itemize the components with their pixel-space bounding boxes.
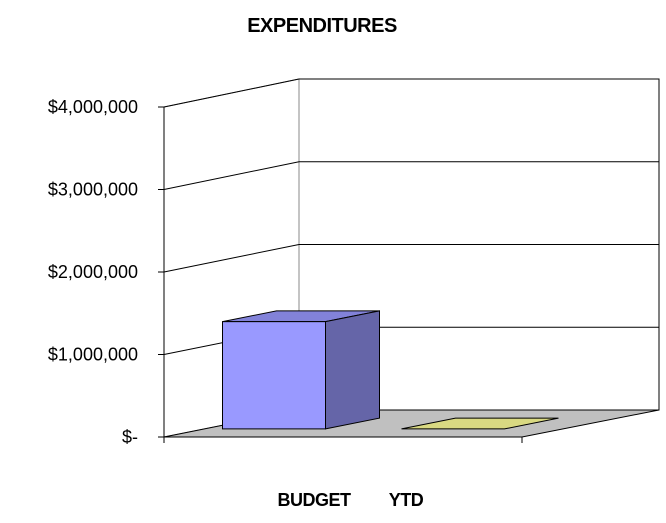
bar-flat-face (401, 417, 559, 430)
y-tick-label: $2,000,000 (48, 262, 138, 282)
y-axis: $- $1,000,000 $2,000,000 $3,000,000 $4,000,0… (48, 97, 523, 447)
y-tick-label: $3,000,000 (48, 180, 138, 200)
bar-side-face (325, 310, 380, 430)
x-axis-labels: BUDGET YTD (278, 490, 425, 510)
bar-budget (222, 310, 380, 430)
bar-front-face (222, 321, 326, 430)
x-category-label: BUDGET (278, 490, 352, 510)
y-tick-label: $1,000,000 (48, 345, 138, 365)
bar-ytd (401, 417, 559, 430)
chart-title: EXPENDITURES (247, 15, 397, 37)
x-category-label: YTD (389, 490, 424, 510)
gridline-side (163, 244, 300, 273)
gridline-side (163, 161, 300, 190)
y-tick-label: $4,000,000 (48, 97, 138, 117)
gridline-side (163, 78, 300, 108)
bars (222, 310, 559, 430)
y-tick-label: $- (122, 427, 138, 447)
